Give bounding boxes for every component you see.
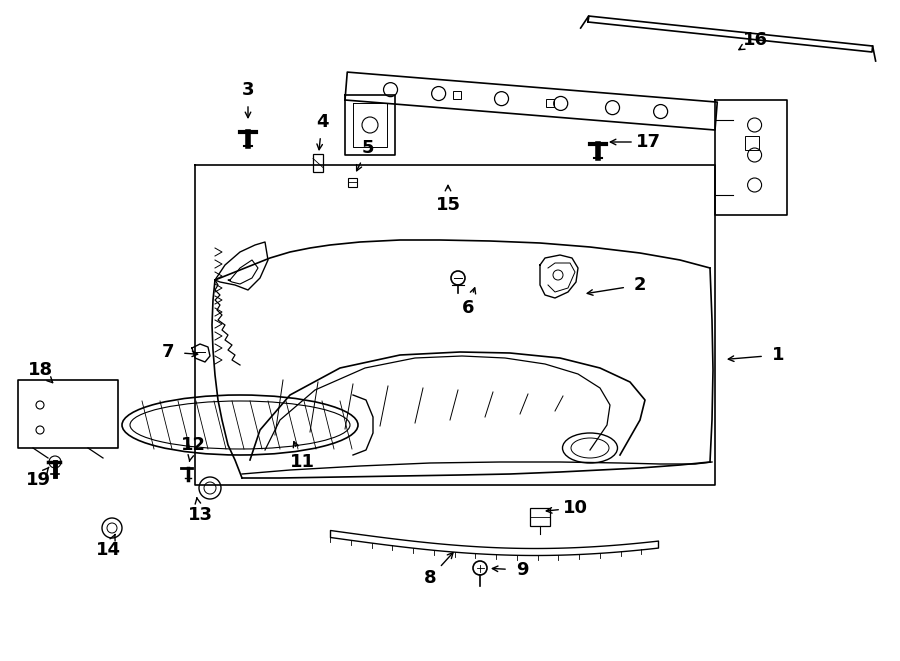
Text: 18: 18 <box>27 361 52 379</box>
Bar <box>347 178 356 186</box>
Text: 9: 9 <box>516 561 528 579</box>
Text: 16: 16 <box>742 31 768 49</box>
Bar <box>453 91 461 99</box>
Bar <box>18 380 118 448</box>
Text: 11: 11 <box>290 453 314 471</box>
Text: 10: 10 <box>562 499 588 517</box>
Text: 2: 2 <box>634 276 646 294</box>
Text: 17: 17 <box>635 133 661 151</box>
Text: 3: 3 <box>242 81 254 99</box>
Text: 14: 14 <box>95 541 121 559</box>
Text: 6: 6 <box>462 299 474 317</box>
Text: 4: 4 <box>316 113 328 131</box>
Text: 12: 12 <box>181 436 205 454</box>
Bar <box>313 154 323 172</box>
Bar <box>545 98 554 106</box>
Text: 15: 15 <box>436 196 461 214</box>
Text: 7: 7 <box>162 343 175 361</box>
Text: 8: 8 <box>424 569 436 587</box>
Text: 1: 1 <box>772 346 784 364</box>
Text: 5: 5 <box>362 139 374 157</box>
Bar <box>530 508 550 526</box>
Text: 13: 13 <box>187 506 212 524</box>
Bar <box>745 136 759 150</box>
Text: 19: 19 <box>25 471 50 489</box>
